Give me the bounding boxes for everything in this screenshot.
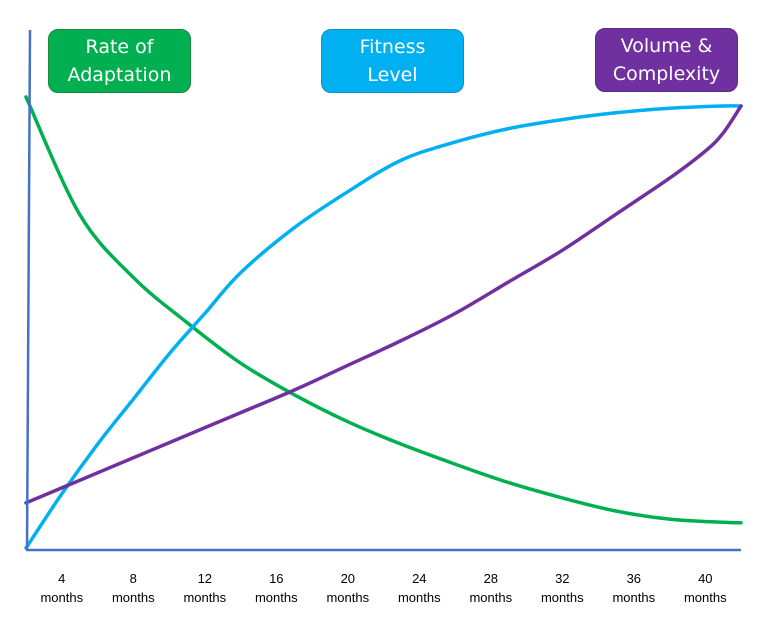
x-tick-label: 8 months xyxy=(112,571,155,605)
x-tick-label: 28 months xyxy=(469,571,512,605)
legend-fitness-level: Fitness Level xyxy=(321,29,464,93)
legend-volume-complexity: Volume & Complexity xyxy=(595,28,738,92)
x-tick-label: 40 months xyxy=(684,571,727,605)
x-tick-label: 16 months xyxy=(255,571,298,605)
x-tick-label: 20 months xyxy=(326,571,369,605)
x-tick-label: 32 months xyxy=(541,571,584,605)
x-tick-label: 36 months xyxy=(612,571,655,605)
x-tick-labels: 4 months 8 months 12 months 16 months 20 months 24… xyxy=(40,571,727,605)
x-tick-label: 12 months xyxy=(183,571,226,605)
y-axis xyxy=(25,29,32,551)
series-layer xyxy=(24,95,743,550)
x-tick-label: 4 months xyxy=(40,571,83,605)
legend-rate-of-adaptation: Rate of Adaptation xyxy=(48,29,191,93)
series-line-2 xyxy=(24,104,743,505)
series-line-1 xyxy=(24,104,743,550)
x-tick-label: 24 months xyxy=(398,571,441,605)
series-line-0 xyxy=(24,95,743,525)
